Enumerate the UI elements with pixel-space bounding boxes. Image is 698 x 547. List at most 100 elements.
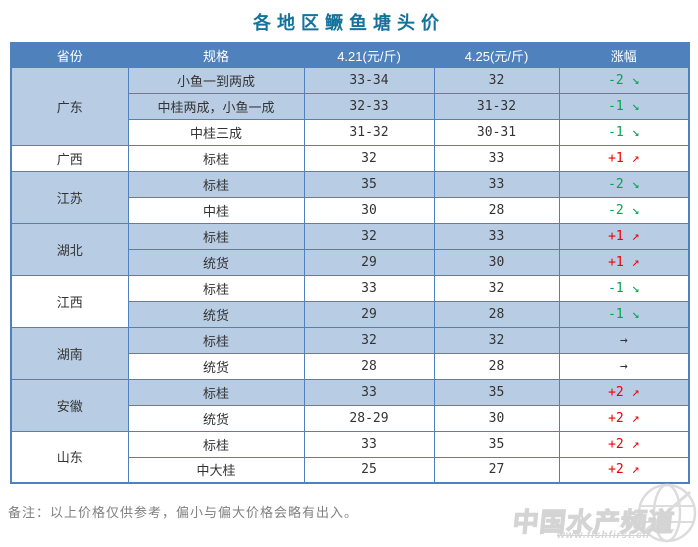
province-cell: 安徽 — [10, 378, 129, 432]
table-row: 统货 28-29 30 +2 ↗ — [11, 404, 690, 432]
price-425-cell: 31-32 — [433, 92, 560, 120]
table-row: 湖南 标桂 32 32 → — [10, 326, 690, 380]
province-cell: 湖南 — [10, 326, 129, 380]
col-header-province: 省份 — [10, 42, 129, 68]
spec-cell: 统货 — [127, 248, 305, 276]
province-cell: 广西 — [10, 144, 129, 172]
price-425-cell: 28 — [433, 300, 560, 328]
spec-cell: 统货 — [127, 300, 305, 328]
change-cell: -2 ↘ — [558, 66, 690, 94]
price-425-cell: 28 — [433, 352, 560, 380]
table-row: 广东 小鱼一到两成 33-34 32 -2 ↘ — [10, 66, 690, 146]
spec-cell: 标桂 — [127, 430, 305, 458]
change-cell: +2 ↗ — [558, 430, 690, 458]
price-425-cell: 35 — [433, 430, 560, 458]
spec-cell: 中桂两成，小鱼一成 — [127, 92, 305, 120]
price-421-cell: 33 — [303, 274, 435, 302]
table-row: 江苏 标桂 35 33 -2 ↘ — [10, 170, 690, 224]
table-row: 中大桂 25 27 +2 ↗ — [11, 456, 690, 484]
change-cell: -1 ↘ — [558, 118, 690, 146]
page-title: 各地区鳜鱼塘头价 — [253, 13, 445, 33]
change-cell: -2 ↘ — [558, 170, 690, 198]
table-row: 中桂三成 31-32 30-31 -1 ↘ — [11, 118, 690, 146]
table-row: 统货 29 30 +1 ↗ — [11, 248, 690, 276]
price-421-cell: 35 — [303, 170, 435, 198]
table-row: 统货 28 28 → — [11, 352, 690, 380]
spec-cell: 中桂 — [127, 196, 305, 224]
change-cell: +1 ↗ — [558, 144, 690, 172]
price-421-cell: 33-34 — [303, 66, 435, 94]
footer-note: 备注：以上价格仅供参考，偏小与偏大价格会略有出入。 — [8, 505, 359, 520]
change-cell: -1 ↘ — [558, 274, 690, 302]
price-421-cell: 31-32 — [303, 118, 435, 146]
table-row: 山东 标桂 33 35 +2 ↗ — [10, 430, 690, 484]
col-header-change: 涨幅 — [558, 42, 690, 68]
spec-cell: 小鱼一到两成 — [127, 66, 305, 94]
table-row: 广西 标桂 32 33 +1 ↗ — [10, 144, 690, 172]
table-row: 湖北 标桂 32 33 +1 ↗ — [10, 222, 690, 276]
price-425-cell: 33 — [433, 170, 560, 198]
spec-cell: 标桂 — [127, 170, 305, 198]
price-421-cell: 29 — [303, 248, 435, 276]
change-cell: → — [558, 352, 690, 380]
spec-cell: 标桂 — [127, 144, 305, 172]
price-425-cell: 27 — [433, 456, 560, 484]
table-row: 安徽 标桂 33 35 +2 ↗ — [10, 378, 690, 432]
spec-cell: 统货 — [127, 352, 305, 380]
col-header-spec: 规格 — [127, 42, 305, 68]
province-cell: 广东 — [10, 66, 129, 146]
change-cell: → — [558, 326, 690, 354]
col-header-price-425: 4.25(元/斤) — [433, 42, 560, 68]
table-row: 中桂 30 28 -2 ↘ — [11, 196, 690, 224]
price-421-cell: 33 — [303, 430, 435, 458]
table-row: 中桂两成，小鱼一成 32-33 31-32 -1 ↘ — [11, 92, 690, 120]
price-421-cell: 32-33 — [303, 92, 435, 120]
price-421-cell: 32 — [303, 144, 435, 172]
province-cell: 湖北 — [10, 222, 129, 276]
price-421-cell: 32 — [303, 222, 435, 250]
change-cell: -2 ↘ — [558, 196, 690, 224]
price-425-cell: 32 — [433, 326, 560, 354]
price-425-cell: 30 — [433, 404, 560, 432]
price-421-cell: 30 — [303, 196, 435, 224]
change-cell: +2 ↗ — [558, 378, 690, 406]
spec-cell: 中大桂 — [127, 456, 305, 484]
price-421-cell: 28 — [303, 352, 435, 380]
province-cell: 山东 — [10, 430, 129, 484]
watermark: 中国水产频道 www.fishfirst.cn — [505, 483, 698, 547]
price-425-cell: 32 — [433, 66, 560, 94]
col-header-price-421: 4.21(元/斤) — [303, 42, 435, 68]
table-header-row: 省份 规格 4.21(元/斤) 4.25(元/斤) 涨幅 — [10, 42, 690, 68]
change-cell: -1 ↘ — [558, 92, 690, 120]
price-421-cell: 29 — [303, 300, 435, 328]
change-cell: +1 ↗ — [558, 222, 690, 250]
spec-cell: 统货 — [127, 404, 305, 432]
province-cell: 江西 — [10, 274, 129, 328]
change-cell: +1 ↗ — [558, 248, 690, 276]
change-cell: -1 ↘ — [558, 300, 690, 328]
price-425-cell: 30 — [433, 248, 560, 276]
price-425-cell: 32 — [433, 274, 560, 302]
table-row: 江西 标桂 33 32 -1 ↘ — [10, 274, 690, 328]
globe-icon — [637, 483, 697, 543]
table-body: 广东 小鱼一到两成 33-34 32 -2 ↘ 中桂两成，小鱼一成 32-33 31-32 -1… — [10, 66, 690, 484]
price-421-cell: 25 — [303, 456, 435, 484]
province-cell: 江苏 — [10, 170, 129, 224]
change-cell: +2 ↗ — [558, 456, 690, 484]
spec-cell: 标桂 — [127, 326, 305, 354]
spec-cell: 中桂三成 — [127, 118, 305, 146]
price-425-cell: 30-31 — [433, 118, 560, 146]
price-425-cell: 33 — [433, 222, 560, 250]
price-425-cell: 28 — [433, 196, 560, 224]
spec-cell: 标桂 — [127, 378, 305, 406]
price-421-cell: 28-29 — [303, 404, 435, 432]
change-cell: +2 ↗ — [558, 404, 690, 432]
price-425-cell: 35 — [433, 378, 560, 406]
watermark-url: www.fishfirst.cn — [557, 530, 650, 541]
price-425-cell: 33 — [433, 144, 560, 172]
spec-cell: 标桂 — [127, 222, 305, 250]
price-421-cell: 32 — [303, 326, 435, 354]
price-table: 省份 规格 4.21(元/斤) 4.25(元/斤) 涨幅 广东 小鱼一到两成 33-… — [10, 42, 690, 484]
watermark-brand: 中国水产频道 — [511, 506, 677, 537]
price-421-cell: 33 — [303, 378, 435, 406]
